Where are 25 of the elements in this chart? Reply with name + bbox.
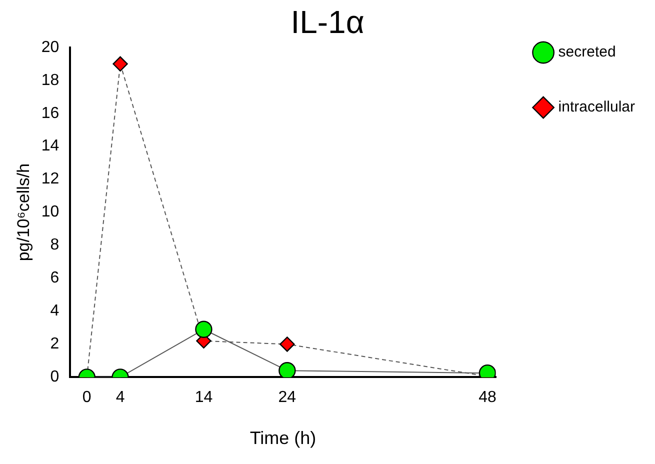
y-tick-label: 20 — [41, 38, 60, 56]
x-axis-title: Time (h) — [250, 428, 316, 448]
y-tick-label: 0 — [50, 368, 60, 386]
legend-label: intracellular — [558, 98, 636, 116]
x-tick-label: 24 — [278, 389, 296, 406]
y-tick-label: 18 — [41, 72, 60, 89]
y-axis-title: pg/10⁶cells/h — [14, 163, 33, 262]
point — [195, 320, 212, 338]
x-tick-label: 4 — [116, 389, 125, 406]
point — [280, 336, 295, 352]
x-tick-label: 14 — [194, 389, 213, 406]
point — [278, 362, 296, 378]
y-tick-label: 10 — [41, 204, 60, 221]
x-tick-label: 0 — [82, 389, 92, 406]
point — [112, 56, 128, 72]
chart-title: IL-1α — [290, 4, 364, 40]
y-tick-label: 16 — [41, 104, 60, 122]
y-tick-label: 6 — [50, 270, 60, 287]
y-tick-label: 2 — [50, 336, 60, 353]
y-tick-label: 14 — [41, 138, 60, 155]
x-tick-label: 48 — [478, 389, 496, 406]
y-tick-label: 4 — [50, 302, 60, 320]
legend-label: secreted — [558, 44, 616, 61]
y-tick-label: 12 — [41, 170, 60, 188]
y-tick-label: 8 — [50, 236, 60, 254]
